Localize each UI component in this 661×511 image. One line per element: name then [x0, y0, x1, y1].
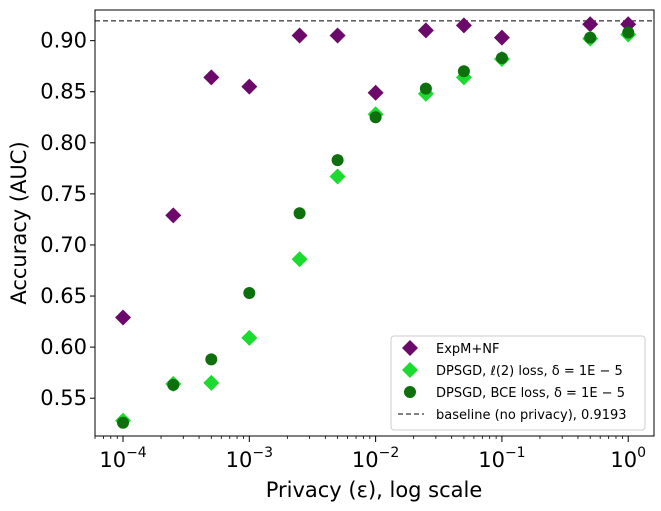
- y-tick-label: 0.55: [40, 386, 87, 410]
- data-points: [115, 16, 637, 429]
- x-tick-exponent: −2: [379, 445, 400, 461]
- series-1-point: [291, 251, 308, 268]
- series-2-point: [167, 378, 180, 391]
- series-0-point: [367, 84, 384, 101]
- series-2-point: [117, 416, 130, 429]
- y-axis-label: Accuracy (AUC): [7, 141, 31, 304]
- series-0-point: [455, 17, 472, 34]
- y-tick-label: 0.60: [40, 335, 87, 359]
- plot-frame: [94, 9, 655, 437]
- legend-label: ExpM+NF: [436, 342, 499, 357]
- y-tick-label: 0.85: [40, 80, 87, 104]
- series-2-point: [331, 154, 344, 167]
- x-axis-label: Privacy (ε), log scale: [266, 478, 483, 502]
- x-tick-base: 10: [352, 448, 379, 472]
- legend: ExpM+NF DPSGD, ℓ(2) loss, δ = 1E − 5 DPSGD…: [390, 335, 646, 431]
- series-2-point: [419, 82, 432, 95]
- y-tick-label: 0.70: [40, 233, 87, 257]
- series-1-point: [203, 374, 220, 391]
- x-tick-label: 10−4: [99, 445, 146, 472]
- y-axis-ticks: 0.55 0.60 0.65 0.70 0.75 0.80 0.85 0.90: [40, 29, 95, 410]
- series-1-point: [241, 329, 258, 346]
- series-2-point: [457, 65, 470, 78]
- series-0-point: [493, 29, 510, 46]
- legend-label: DPSGD, ℓ(2) loss, δ = 1E − 5: [436, 364, 623, 379]
- series-2-point: [293, 207, 306, 220]
- series-2-point: [369, 111, 382, 124]
- x-tick-label: 10−1: [478, 445, 525, 472]
- x-tick-label: 10−2: [352, 445, 399, 472]
- x-tick-base: 10: [478, 448, 505, 472]
- x-tick-label: 100: [610, 445, 646, 472]
- series-1-point: [329, 168, 346, 185]
- series-0-point: [582, 16, 599, 33]
- series-0-point: [417, 22, 434, 39]
- x-tick-exponent: 0: [637, 445, 646, 461]
- series-0-point: [115, 309, 132, 326]
- series-0-point: [165, 207, 182, 224]
- series-0-point: [291, 27, 308, 44]
- series-0-point: [329, 27, 346, 44]
- y-tick-label: 0.75: [40, 182, 87, 206]
- series-0-point: [203, 69, 220, 86]
- legend-label: DPSGD, BCE loss, δ = 1E − 5: [436, 386, 625, 401]
- x-tick-exponent: −4: [126, 445, 147, 461]
- series-2-point: [495, 52, 508, 65]
- series-0-point: [241, 78, 258, 95]
- x-tick-exponent: −1: [505, 445, 526, 461]
- y-tick-label: 0.80: [40, 131, 87, 155]
- y-tick-label: 0.90: [40, 29, 87, 53]
- legend-box: [390, 335, 646, 431]
- x-tick-base: 10: [610, 448, 637, 472]
- legend-items: ExpM+NF DPSGD, ℓ(2) loss, δ = 1E − 5 DPSGD…: [398, 340, 627, 423]
- series-2-point: [622, 26, 635, 39]
- legend-marker: [402, 340, 418, 356]
- legend-label: baseline (no privacy), 0.9193: [436, 408, 627, 423]
- x-tick-base: 10: [226, 448, 253, 472]
- series-2-point: [205, 353, 218, 366]
- x-tick-exponent: −3: [252, 445, 273, 461]
- x-axis-ticks: 10−4 10−3 10−2 10−1 100: [94, 436, 646, 472]
- legend-marker: [402, 362, 418, 378]
- series-2-point: [243, 286, 256, 299]
- series-2-point: [584, 31, 597, 44]
- y-tick-label: 0.65: [40, 284, 87, 308]
- x-tick-label: 10−3: [226, 445, 273, 472]
- legend-marker: [404, 386, 416, 398]
- x-tick-base: 10: [99, 448, 126, 472]
